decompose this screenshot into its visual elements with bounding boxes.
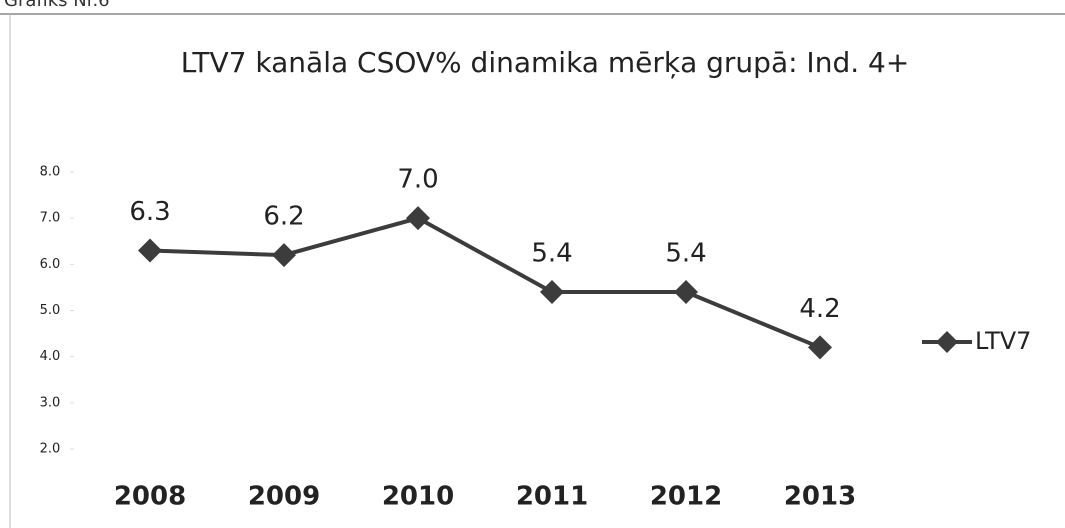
x-tick-label: 2012	[650, 482, 722, 512]
x-tick-label: 2009	[248, 482, 320, 512]
marker	[674, 280, 698, 305]
marker	[406, 206, 430, 231]
y-tick-label: 4.0	[40, 349, 61, 364]
x-tick-label: 2011	[516, 482, 588, 512]
y-tick-label: 7.0	[40, 211, 61, 226]
y-tick-label: 6.0	[40, 257, 61, 272]
x-tick-label: 2010	[382, 482, 454, 512]
data-label: 6.2	[263, 202, 304, 232]
y-tick-label: 2.0	[40, 442, 61, 457]
y-tick-label: 3.0	[40, 395, 61, 410]
data-label: 5.4	[665, 239, 706, 269]
legend-marker	[936, 331, 958, 353]
caption: Grafiks Nr.6	[4, 0, 110, 11]
data-label: 5.4	[531, 239, 572, 269]
chart-title: LTV7 kanāla CSOV% dinamika mērķa grupā: …	[180, 46, 910, 79]
marker	[808, 335, 832, 360]
marker	[138, 238, 162, 263]
y-tick-label: 5.0	[40, 303, 61, 318]
series-line	[149, 216, 821, 350]
marker	[540, 280, 564, 305]
marker	[272, 243, 296, 268]
legend-label: LTV7	[975, 327, 1031, 355]
y-tick-label: 8.0	[40, 165, 61, 180]
data-label: 7.0	[397, 165, 438, 195]
data-label: 6.3	[129, 197, 170, 227]
x-tick-label: 2008	[114, 482, 186, 512]
data-label: 4.2	[799, 294, 840, 324]
x-tick-label: 2013	[784, 482, 856, 512]
